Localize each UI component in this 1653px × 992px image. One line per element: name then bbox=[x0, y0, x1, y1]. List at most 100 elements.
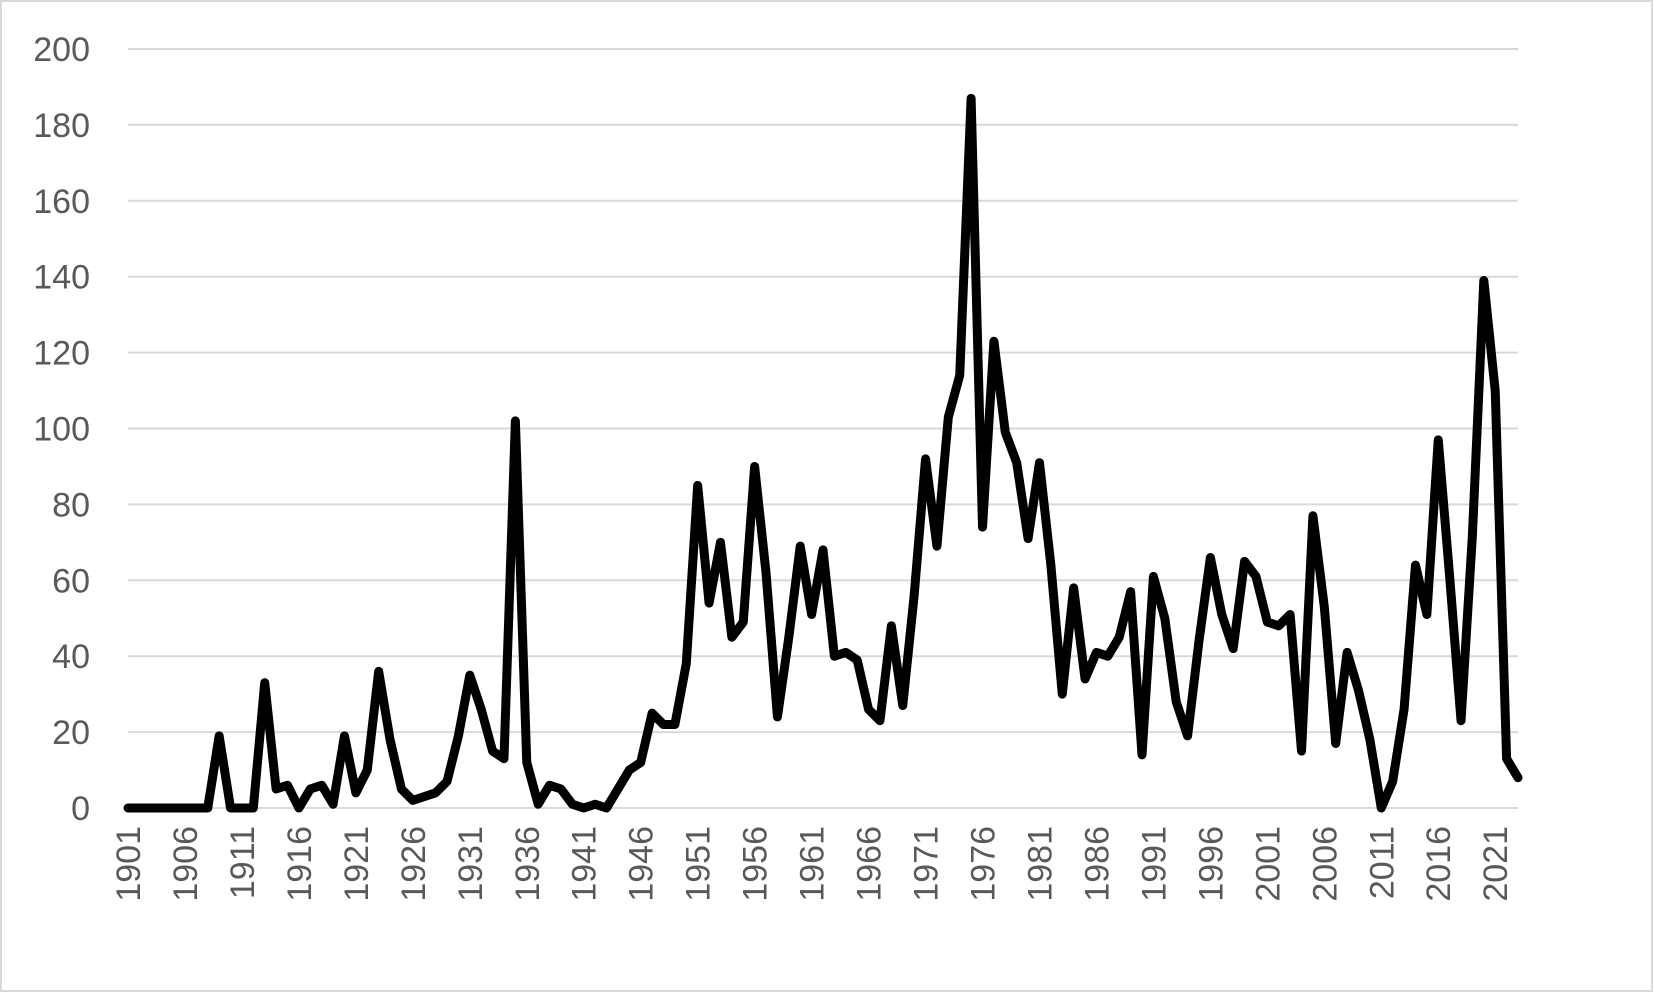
data-point-1910 bbox=[230, 807, 232, 809]
data-point-1918 bbox=[321, 784, 323, 786]
data-point-1924 bbox=[389, 739, 391, 741]
data-point-1979 bbox=[1016, 462, 1018, 464]
data-point-1942 bbox=[594, 803, 596, 805]
data-point-2016 bbox=[1437, 439, 1439, 441]
data-point-1912 bbox=[252, 807, 254, 809]
x-tick-label: 2001 bbox=[1249, 826, 1287, 902]
data-point-2023 bbox=[1517, 777, 1519, 779]
x-tick-label: 1956 bbox=[737, 826, 775, 902]
data-point-1975 bbox=[970, 97, 972, 99]
data-point-1930 bbox=[457, 735, 459, 737]
x-tick-label: 1951 bbox=[680, 826, 718, 902]
data-point-1901 bbox=[127, 807, 129, 809]
data-point-1968 bbox=[890, 625, 892, 627]
data-point-1996 bbox=[1209, 557, 1211, 559]
data-point-2003 bbox=[1289, 613, 1291, 615]
x-tick-label: 2016 bbox=[1420, 826, 1458, 902]
y-tick-label: 0 bbox=[71, 790, 90, 828]
data-point-1987 bbox=[1107, 655, 1109, 657]
data-point-2009 bbox=[1357, 689, 1359, 691]
data-point-1923 bbox=[378, 670, 380, 672]
y-tick-label: 80 bbox=[52, 486, 90, 524]
data-point-1951 bbox=[697, 484, 699, 486]
data-point-1986 bbox=[1095, 651, 1097, 653]
data-point-1956 bbox=[754, 465, 756, 467]
data-point-1969 bbox=[902, 705, 904, 707]
data-point-1931 bbox=[469, 674, 471, 676]
x-tick-label: 1926 bbox=[395, 826, 433, 902]
y-tick-label: 160 bbox=[33, 183, 90, 221]
data-point-1967 bbox=[879, 720, 881, 722]
data-point-2020 bbox=[1483, 280, 1485, 281]
data-point-1934 bbox=[503, 758, 505, 760]
data-point-1937 bbox=[537, 803, 539, 805]
x-tick-label: 1991 bbox=[1135, 826, 1173, 902]
x-tick-label: 1986 bbox=[1078, 826, 1116, 902]
data-point-1922 bbox=[366, 769, 368, 771]
data-point-1973 bbox=[947, 416, 949, 418]
x-tick-label: 2006 bbox=[1306, 826, 1344, 902]
data-point-1944 bbox=[617, 788, 619, 790]
data-point-1988 bbox=[1118, 636, 1120, 638]
data-point-1905 bbox=[173, 807, 175, 809]
data-point-1932 bbox=[480, 708, 482, 710]
x-tick-label: 1961 bbox=[794, 826, 832, 902]
x-tick-label: 1901 bbox=[110, 826, 148, 902]
data-point-1992 bbox=[1164, 617, 1166, 619]
x-tick-label: 1966 bbox=[851, 826, 889, 902]
data-point-1994 bbox=[1187, 735, 1189, 737]
data-point-1946 bbox=[640, 761, 642, 763]
series-layer bbox=[123, 93, 1523, 813]
data-point-2004 bbox=[1301, 750, 1303, 752]
data-point-1965 bbox=[856, 659, 858, 661]
data-point-1955 bbox=[742, 621, 744, 623]
data-point-1949 bbox=[674, 724, 676, 726]
data-point-1961 bbox=[811, 613, 813, 615]
data-point-1945 bbox=[628, 769, 630, 771]
data-point-1911 bbox=[241, 807, 243, 809]
data-point-1925 bbox=[400, 788, 402, 790]
data-point-1976 bbox=[982, 526, 984, 528]
x-tick-label: 1916 bbox=[281, 826, 319, 902]
data-point-1913 bbox=[264, 682, 266, 684]
data-point-1908 bbox=[207, 807, 209, 809]
data-point-2008 bbox=[1346, 651, 1348, 653]
data-point-1906 bbox=[184, 807, 186, 809]
data-point-2022 bbox=[1506, 758, 1508, 760]
data-point-2013 bbox=[1403, 708, 1405, 710]
data-point-1971 bbox=[925, 458, 927, 460]
data-point-2011 bbox=[1380, 807, 1382, 809]
data-point-1954 bbox=[731, 636, 733, 638]
data-point-1916 bbox=[298, 807, 300, 809]
data-point-1990 bbox=[1141, 754, 1143, 756]
x-tick-label: 1931 bbox=[452, 826, 490, 902]
data-point-1999 bbox=[1244, 560, 1246, 562]
data-point-1974 bbox=[959, 374, 961, 376]
x-tick-label: 1976 bbox=[965, 826, 1003, 902]
data-point-1936 bbox=[526, 761, 528, 763]
data-point-1928 bbox=[435, 792, 437, 794]
data-point-1914 bbox=[275, 788, 277, 790]
data-point-1939 bbox=[560, 788, 562, 790]
y-tick-label: 100 bbox=[33, 411, 90, 449]
data-point-1964 bbox=[845, 651, 847, 653]
y-tick-label: 140 bbox=[33, 259, 90, 297]
data-point-1984 bbox=[1073, 587, 1075, 589]
data-point-1998 bbox=[1232, 648, 1234, 650]
data-point-1902 bbox=[138, 807, 140, 809]
data-point-2001 bbox=[1266, 621, 1268, 623]
data-point-1959 bbox=[788, 636, 790, 638]
data-point-2000 bbox=[1255, 576, 1257, 577]
x-tick-label: 1981 bbox=[1021, 826, 1059, 902]
data-point-1993 bbox=[1175, 701, 1177, 703]
x-tick-label: 1996 bbox=[1192, 826, 1230, 902]
data-point-1989 bbox=[1130, 591, 1132, 593]
data-point-2002 bbox=[1278, 625, 1280, 627]
data-point-1938 bbox=[549, 784, 551, 786]
data-point-1950 bbox=[685, 663, 687, 665]
data-point-1952 bbox=[708, 602, 710, 604]
y-tick-label: 180 bbox=[33, 107, 90, 145]
data-point-1935 bbox=[514, 420, 516, 422]
data-point-1972 bbox=[936, 545, 938, 547]
